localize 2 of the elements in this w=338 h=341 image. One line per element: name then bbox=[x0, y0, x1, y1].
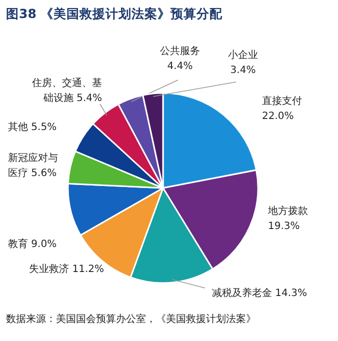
source-note: 数据来源：美国国会预算办公室，《美国救援计划法案》 bbox=[6, 313, 256, 325]
chart-title: 图38 《美国救援计划法案》预算分配 bbox=[6, 6, 224, 21]
